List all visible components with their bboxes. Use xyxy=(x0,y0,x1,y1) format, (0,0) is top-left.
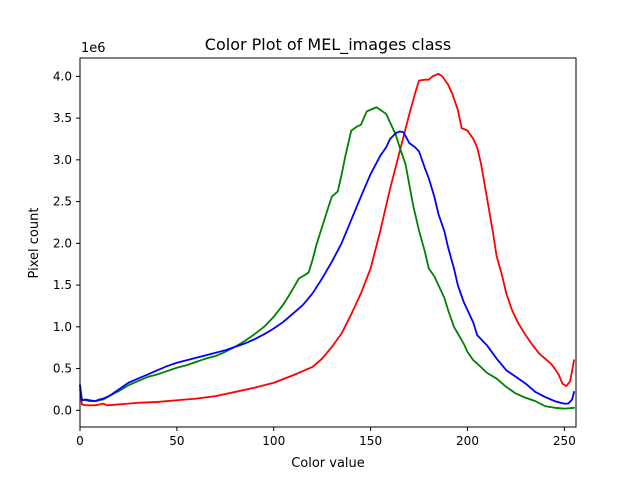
y-tick-label: 1.5 xyxy=(53,278,72,292)
y-tick-label: 0.5 xyxy=(53,362,72,376)
series-line-0 xyxy=(79,72,575,407)
x-tick-label: 100 xyxy=(262,434,285,448)
series-line-1 xyxy=(79,106,575,410)
y-axis-multiplier-label: 1e6 xyxy=(81,41,106,56)
plot-frame xyxy=(79,57,577,428)
y-tick-label: 4.0 xyxy=(53,69,72,83)
x-tick-label: 200 xyxy=(456,434,479,448)
y-tick-label: 1.0 xyxy=(53,320,72,334)
x-tick-label: 250 xyxy=(553,434,576,448)
plot-series-group xyxy=(79,72,575,410)
y-axis-ticks: 0.0 0.5 1.0 1.5 2.0 2.5 3.0 3.5 4.0 xyxy=(53,69,80,417)
chart-title: Color Plot of MEL_images class xyxy=(205,35,451,55)
y-tick-label: 0.0 xyxy=(53,403,72,417)
x-tick-label: 0 xyxy=(76,434,84,448)
x-axis-ticks: 0 50 100 150 200 250 xyxy=(76,427,576,448)
y-tick-label: 3.5 xyxy=(53,111,72,125)
y-tick-label: 2.5 xyxy=(53,195,72,209)
y-axis-label: Pixel count xyxy=(27,208,42,279)
x-tick-label: 150 xyxy=(359,434,382,448)
series-line-2 xyxy=(79,130,575,405)
y-tick-label: 3.0 xyxy=(53,153,72,167)
x-axis-label: Color value xyxy=(291,456,365,471)
y-tick-label: 2.0 xyxy=(53,236,72,250)
x-tick-label: 50 xyxy=(169,434,184,448)
